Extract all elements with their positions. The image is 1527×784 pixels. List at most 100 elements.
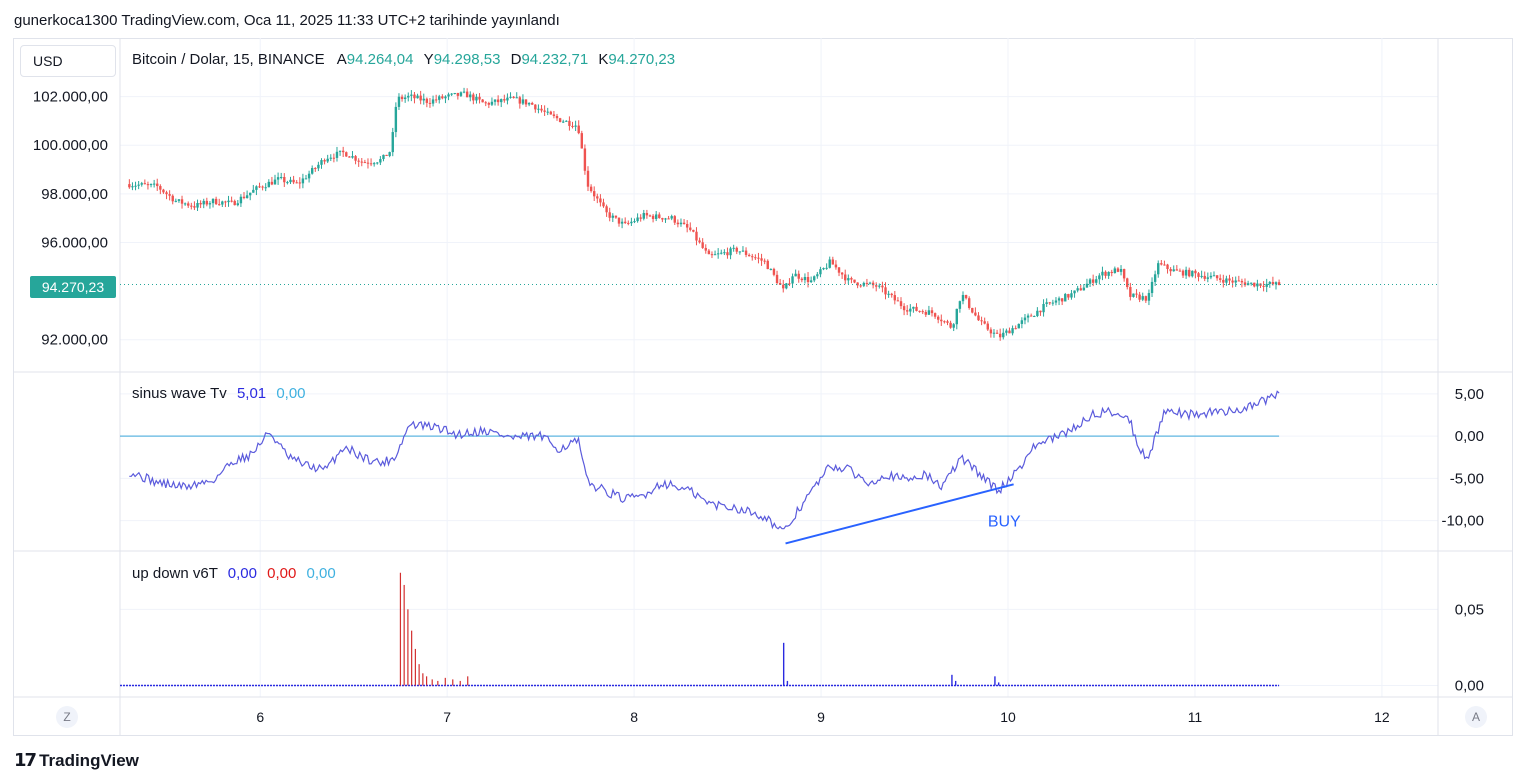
candle-body — [980, 320, 983, 322]
updown-legend: up down v6T 0,00 0,00 0,00 — [132, 565, 336, 582]
candle-body — [1256, 283, 1259, 287]
candle-body — [503, 99, 506, 101]
candle-body — [698, 240, 701, 243]
candle-body — [388, 152, 391, 156]
auto-scale-button[interactable]: A — [1465, 706, 1487, 728]
candle-body — [1219, 278, 1222, 280]
candle-body — [782, 284, 785, 289]
candle-body — [586, 170, 590, 187]
candle-body — [847, 278, 850, 281]
currency-button[interactable]: USD — [20, 45, 116, 77]
candle-body — [633, 221, 636, 223]
candle-body — [549, 111, 553, 115]
candle-body — [918, 310, 921, 312]
candle-body — [456, 92, 460, 96]
candle-body — [921, 311, 924, 313]
candle-body — [834, 264, 838, 268]
candle-body — [128, 184, 131, 188]
candle-body — [813, 276, 816, 281]
sinus-tick-label: 0,00 — [1455, 428, 1484, 445]
candle-body — [1098, 275, 1101, 280]
candle-body — [1184, 269, 1188, 276]
candle-body — [912, 306, 915, 309]
candle-body — [276, 177, 280, 180]
candle-body — [258, 186, 261, 188]
candle-body — [741, 250, 745, 252]
candle-body — [878, 285, 881, 287]
candle-body — [527, 102, 531, 105]
candle-body — [1147, 293, 1151, 301]
candle-body — [341, 150, 345, 153]
candle-body — [1110, 271, 1113, 274]
sinus-tick-label: -10,00 — [1441, 513, 1484, 530]
candle-body — [568, 120, 571, 126]
price-tick-label: 92.000,00 — [41, 332, 108, 349]
candle-body — [676, 222, 680, 225]
x-tick-label: 12 — [1374, 709, 1390, 725]
candle-body — [924, 311, 928, 315]
updown-name[interactable]: up down v6T — [132, 565, 218, 582]
candle-body — [484, 102, 487, 104]
candle-body — [1277, 282, 1281, 286]
candle-body — [196, 202, 199, 208]
candle-body — [1036, 310, 1039, 317]
candle-body — [295, 182, 298, 184]
candle-body — [685, 224, 689, 228]
candle-body — [1002, 332, 1005, 338]
symbol-label[interactable]: Bitcoin / Dolar, 15, BINANCE — [132, 51, 325, 68]
zoom-reset-button[interactable]: Z — [56, 706, 78, 728]
candle-body — [859, 285, 862, 287]
candle-body — [224, 201, 227, 203]
candle-body — [617, 217, 621, 224]
candle-body — [865, 282, 869, 284]
updown-tick-label: 0,00 — [1455, 677, 1484, 694]
sinus-tick-label: 5,00 — [1455, 386, 1484, 403]
candle-body — [134, 185, 137, 187]
candle-body — [190, 205, 193, 207]
candle-body — [1113, 268, 1117, 274]
candle-body — [565, 120, 568, 122]
candle-body — [766, 260, 769, 270]
candles-layer — [120, 87, 1438, 341]
candle-body — [596, 196, 599, 199]
candle-body — [472, 94, 475, 101]
candle-body — [692, 229, 695, 232]
candle-body — [738, 251, 742, 253]
candle-body — [524, 99, 528, 105]
candle-body — [252, 189, 255, 193]
candle-body — [642, 212, 645, 219]
candle-body — [506, 97, 509, 101]
candle-body — [1017, 323, 1020, 329]
candle-body — [1175, 269, 1179, 271]
candle-body — [599, 198, 602, 203]
candle-body — [546, 111, 549, 113]
candle-body — [1119, 269, 1123, 272]
sinus-name[interactable]: sinus wave Tv — [132, 385, 227, 402]
candle-body — [627, 222, 630, 224]
candle-body — [710, 254, 714, 256]
candle-body — [840, 272, 844, 275]
candle-body — [1048, 302, 1051, 304]
candle-body — [403, 97, 407, 100]
candle-body — [1181, 270, 1185, 276]
candle-body — [159, 186, 162, 190]
candle-body — [314, 168, 317, 170]
candle-body — [552, 114, 556, 116]
candle-body — [1222, 279, 1225, 283]
candle-body — [357, 160, 360, 162]
candle-body — [611, 215, 614, 218]
candle-body — [543, 110, 546, 112]
candle-body — [372, 163, 376, 165]
candle-body — [1088, 279, 1092, 284]
candle-body — [927, 310, 931, 315]
candle-body — [335, 151, 339, 158]
candle-body — [363, 162, 367, 164]
candle-body — [140, 183, 143, 185]
candle-body — [1122, 269, 1126, 279]
candle-body — [249, 192, 252, 196]
candle-body — [416, 95, 419, 99]
candle-body — [202, 200, 205, 205]
updown-value3: 0,00 — [306, 565, 336, 582]
candle-body — [534, 104, 537, 110]
